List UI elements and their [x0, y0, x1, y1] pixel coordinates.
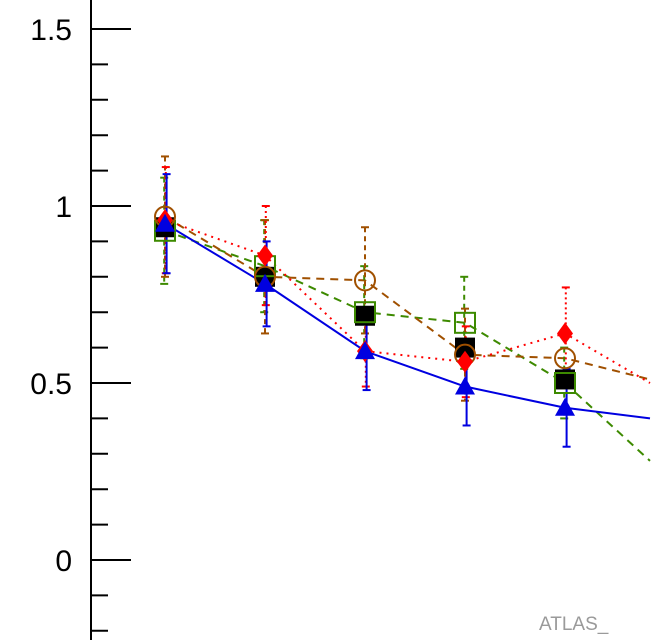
data-point — [255, 273, 275, 292]
series-line — [164, 219, 651, 384]
data-point — [457, 350, 473, 373]
data-point — [354, 301, 376, 324]
y-tick-label: 1.5 — [30, 14, 72, 47]
y-tick-label: 0.5 — [30, 368, 72, 401]
data-point — [454, 311, 476, 334]
series-line — [164, 222, 651, 420]
y-tick-label: 1 — [55, 191, 72, 224]
data-point — [257, 244, 273, 267]
data-point — [354, 269, 376, 292]
data-point — [455, 337, 475, 358]
data-point — [555, 397, 575, 416]
data-point — [555, 369, 575, 390]
data-point — [554, 347, 576, 370]
data-point — [355, 305, 375, 326]
data-point — [557, 322, 573, 345]
series-line — [164, 229, 651, 462]
data-point — [554, 372, 576, 394]
watermark-label: ATLAS_ — [539, 614, 609, 635]
data-point — [155, 213, 175, 232]
y-tick-label: 0 — [55, 545, 72, 578]
data-point — [455, 376, 475, 395]
data-point — [355, 341, 375, 360]
